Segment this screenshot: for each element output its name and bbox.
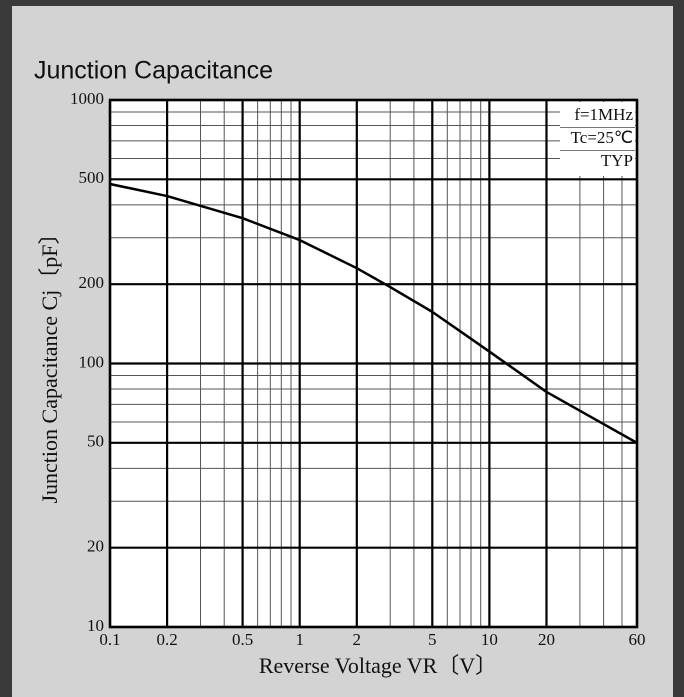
y-tick-label: 200 [79, 273, 105, 292]
line-series [109, 182, 638, 444]
annotation: f=1MHz [574, 105, 633, 124]
chart-title: Junction Capacitance [34, 57, 273, 85]
x-tick-label: 60 [629, 630, 646, 649]
y-tick-label: 10 [87, 616, 104, 635]
x-tick-label: 1 [295, 630, 304, 649]
y-axis-label: Junction Capacitance Cj〔pF〕 [37, 222, 62, 503]
y-tick-label: 20 [87, 537, 104, 556]
y-tick-label: 500 [79, 168, 105, 187]
x-tick-label: 0.1 [99, 630, 120, 649]
grid [108, 98, 639, 629]
x-tick-label: 20 [538, 630, 555, 649]
x-tick-label: 2 [353, 630, 362, 649]
x-tick-label: 0.5 [232, 630, 253, 649]
annotation: TYP [601, 151, 633, 170]
marks [109, 182, 638, 444]
plot-frame [108, 98, 639, 629]
x-tick-label: 5 [428, 630, 437, 649]
y-tick-label: 100 [79, 352, 105, 371]
x-tick-label: 0.2 [156, 630, 177, 649]
x-tick-label: 10 [481, 630, 498, 649]
y-tick-label: 1000 [70, 89, 104, 108]
x-axis-label: Reverse Voltage VR〔V〕 [259, 653, 497, 678]
y-tick-label: 50 [87, 432, 104, 451]
annotation: Tc=25℃ [571, 128, 633, 147]
annotation-box [560, 102, 635, 176]
